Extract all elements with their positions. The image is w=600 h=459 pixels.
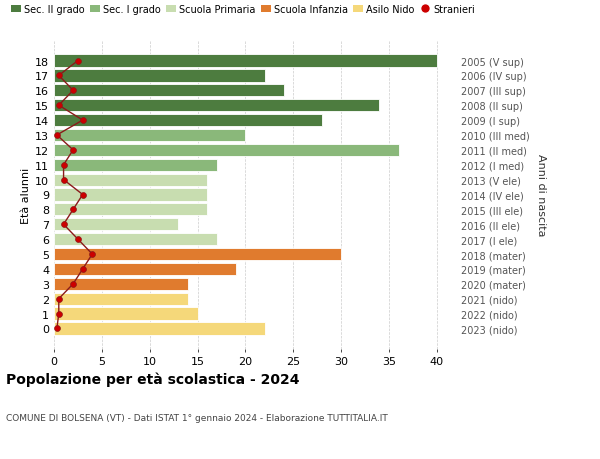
Bar [54, 145, 398, 157]
Bar [54, 323, 265, 335]
Y-axis label: Età alunni: Età alunni [21, 167, 31, 223]
Bar [54, 218, 178, 231]
Point [78, 266, 88, 273]
Bar [54, 100, 379, 112]
Bar [54, 115, 322, 127]
Bar [54, 189, 207, 201]
Bar [54, 70, 265, 82]
Bar [54, 248, 341, 261]
Point [54, 73, 64, 80]
Text: Popolazione per età scolastica - 2024: Popolazione per età scolastica - 2024 [6, 372, 299, 386]
Point [73, 58, 83, 65]
Point [52, 132, 62, 140]
Bar [54, 174, 207, 186]
Bar [54, 234, 217, 246]
Point [78, 117, 88, 124]
Text: COMUNE DI BOLSENA (VT) - Dati ISTAT 1° gennaio 2024 - Elaborazione TUTTITALIA.IT: COMUNE DI BOLSENA (VT) - Dati ISTAT 1° g… [6, 413, 388, 422]
Point [78, 191, 88, 199]
Point [68, 147, 78, 154]
Point [68, 280, 78, 288]
Point [88, 251, 97, 258]
Point [68, 206, 78, 213]
Point [59, 221, 68, 229]
Point [54, 310, 64, 318]
Point [59, 177, 68, 184]
Y-axis label: Anni di nascita: Anni di nascita [536, 154, 546, 236]
Point [73, 236, 83, 243]
Bar [54, 293, 188, 305]
Bar [54, 129, 245, 142]
Point [52, 325, 62, 332]
Point [54, 296, 64, 303]
Bar [54, 308, 197, 320]
Point [59, 162, 68, 169]
Bar [54, 55, 437, 67]
Bar [54, 204, 207, 216]
Point [54, 102, 64, 110]
Bar [54, 278, 188, 290]
Legend: Sec. II grado, Sec. I grado, Scuola Primaria, Scuola Infanzia, Asilo Nido, Stran: Sec. II grado, Sec. I grado, Scuola Prim… [11, 5, 475, 15]
Bar [54, 159, 217, 172]
Bar [54, 85, 284, 97]
Point [68, 87, 78, 95]
Bar [54, 263, 236, 275]
